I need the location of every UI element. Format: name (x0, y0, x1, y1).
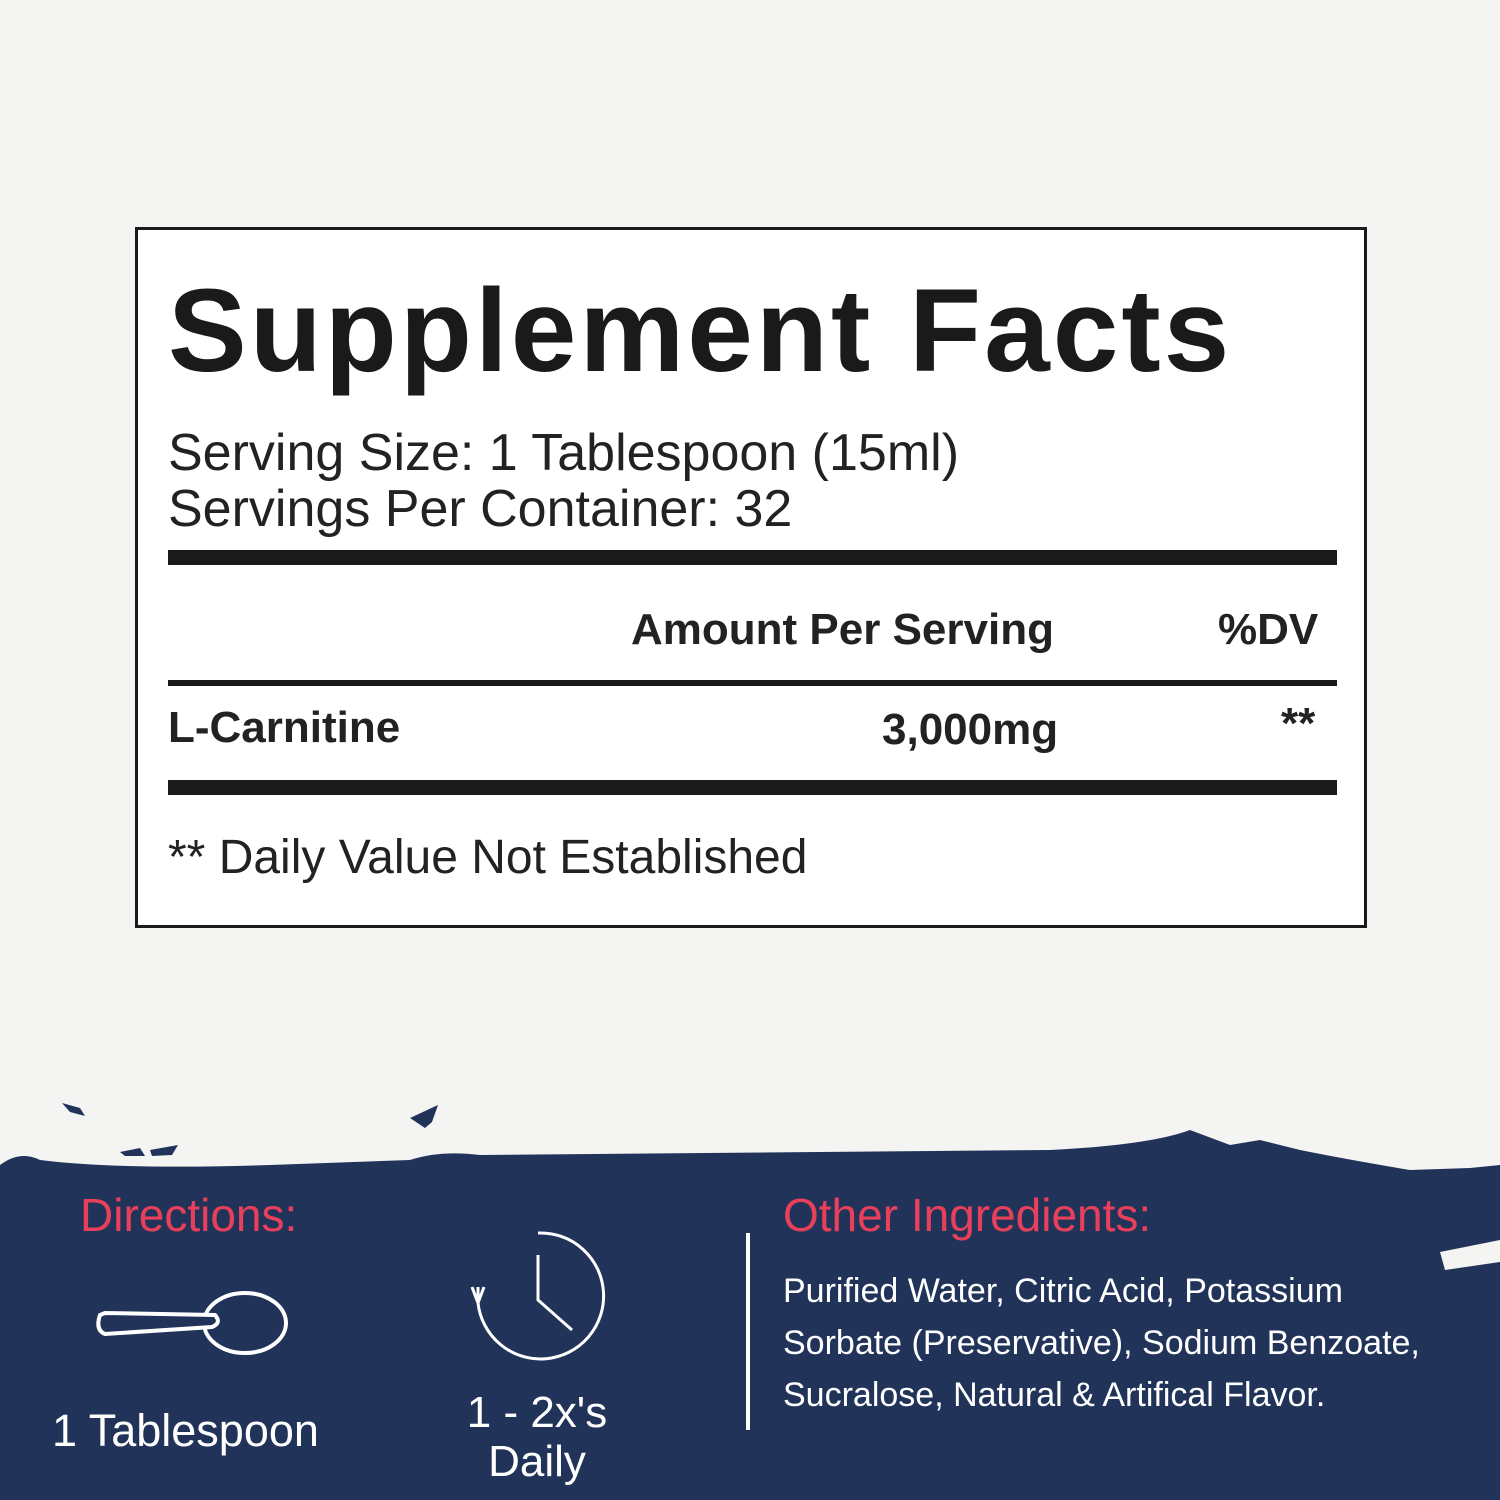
tablespoon-label: 1 Tablespoon (52, 1405, 319, 1456)
divider-thick (168, 780, 1337, 795)
header-amount: Amount Per Serving (631, 605, 1054, 654)
clock-repeat-icon (470, 1231, 606, 1361)
footnote: ** Daily Value Not Established (168, 831, 808, 884)
ingredient-dv: ** (1281, 699, 1316, 748)
ingredient-amount: 3,000mg (882, 705, 1059, 754)
directions-heading: Directions: (80, 1189, 298, 1241)
frequency-label-line2: Daily (488, 1437, 586, 1486)
facts-title: Supplement Facts (168, 265, 1233, 397)
divider-thick (168, 550, 1337, 565)
other-ingredients-heading: Other Ingredients: (783, 1189, 1152, 1241)
frequency-label-line1: 1 - 2x's (466, 1388, 608, 1437)
vertical-divider (746, 1233, 750, 1430)
divider-thin (168, 680, 1337, 686)
supplement-facts-panel: Supplement Facts Serving Size: 1 Tablesp… (135, 227, 1367, 928)
spoon-icon (96, 1291, 288, 1355)
ingredient-name: L-Carnitine (168, 703, 401, 752)
serving-size: Serving Size: 1 Tablespoon (15ml) (168, 424, 960, 482)
header-dv: %DV (1218, 605, 1319, 654)
servings-per-container: Servings Per Container: 32 (168, 480, 793, 538)
other-ingredients-text: Purified Water, Citric Acid, Potassium S… (783, 1272, 1420, 1414)
